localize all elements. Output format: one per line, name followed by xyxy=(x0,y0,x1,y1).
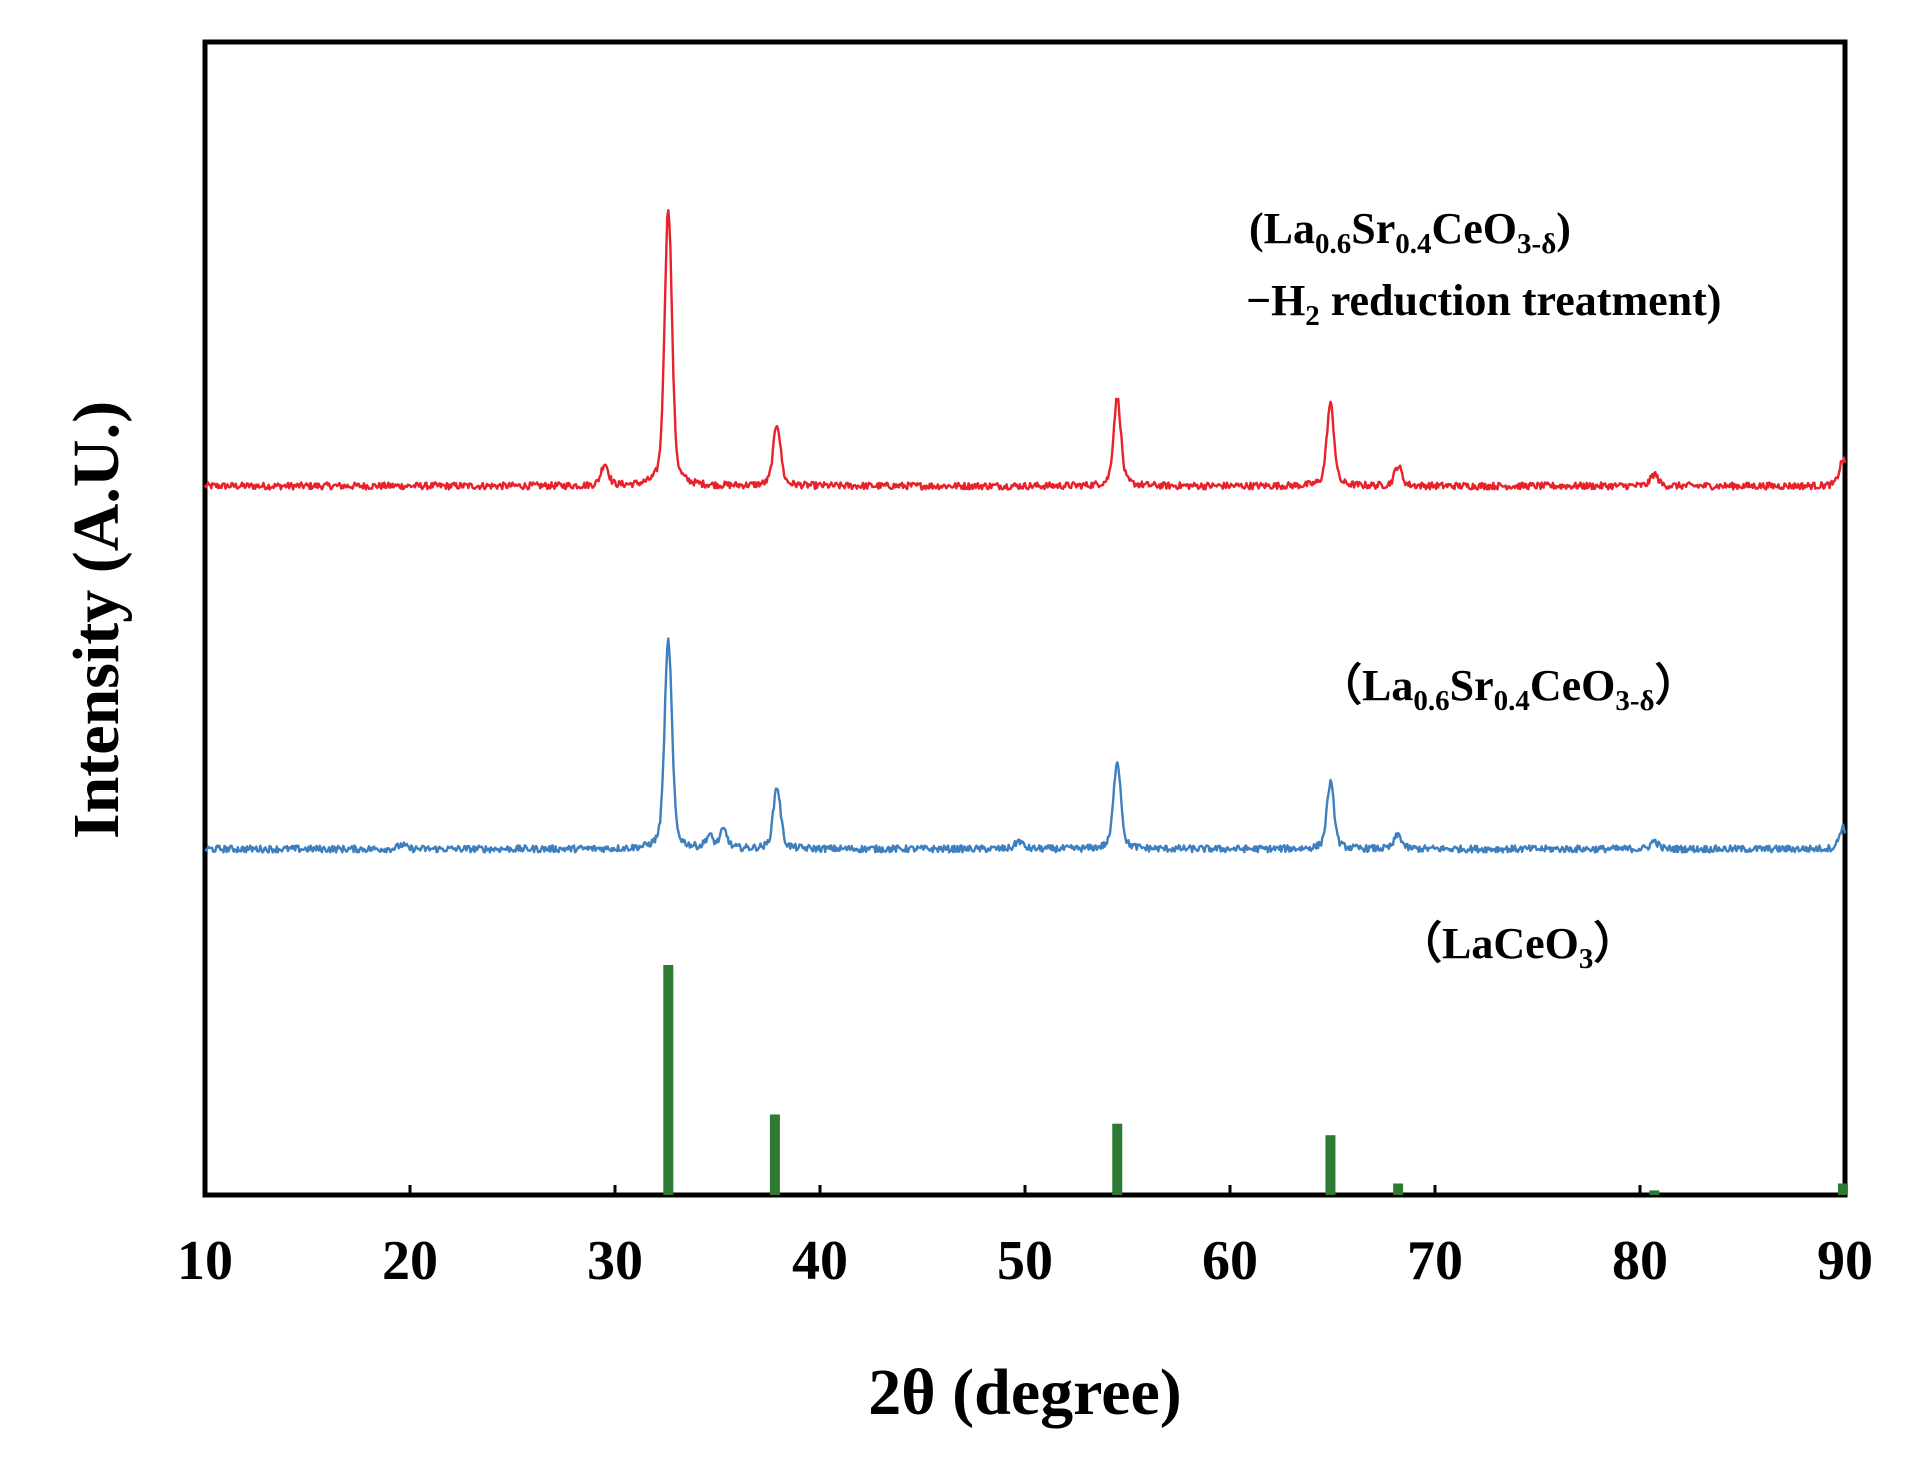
reference-stick xyxy=(1649,1190,1660,1195)
x-tick-label: 20 xyxy=(382,1230,438,1292)
x-tick-label: 10 xyxy=(177,1230,233,1292)
reference-stick xyxy=(1325,1135,1336,1195)
reference-stick xyxy=(1112,1123,1123,1195)
reference-stick xyxy=(663,965,674,1195)
x-tick-label: 90 xyxy=(1817,1230,1873,1292)
y-axis-title: Intensity (A.U.) xyxy=(60,401,133,839)
series-label-reduced-line1: (La0.6Sr0.4CeO3-δ) xyxy=(1249,204,1571,260)
x-tick-label: 80 xyxy=(1612,1230,1668,1292)
reference-stick xyxy=(769,1114,780,1195)
x-axis-title: 2θ (degree) xyxy=(868,1356,1182,1429)
x-tick-label: 30 xyxy=(587,1230,643,1292)
series-line-reduced xyxy=(203,209,1847,491)
series-label-reference: （LaCeO3） xyxy=(1398,919,1637,975)
reference-pattern xyxy=(663,965,1848,1195)
x-tick-label: 70 xyxy=(1407,1230,1463,1292)
x-tick-label: 60 xyxy=(1202,1230,1258,1292)
plot-frame xyxy=(202,39,1848,1198)
x-tick-label: 40 xyxy=(792,1230,848,1292)
series-line-pristine xyxy=(204,637,1847,854)
series-label-reduced-line2: −H2 reduction treatment) xyxy=(1246,276,1721,332)
x-tick-label: 50 xyxy=(997,1230,1053,1292)
series-label-pristine: （La0.6Sr0.4CeO3-δ） xyxy=(1318,661,1699,717)
reference-stick xyxy=(1393,1183,1404,1195)
reference-stick xyxy=(1837,1183,1848,1195)
x-tick-labels: 10 20 30 40 50 60 70 80 90 xyxy=(177,1230,1873,1292)
